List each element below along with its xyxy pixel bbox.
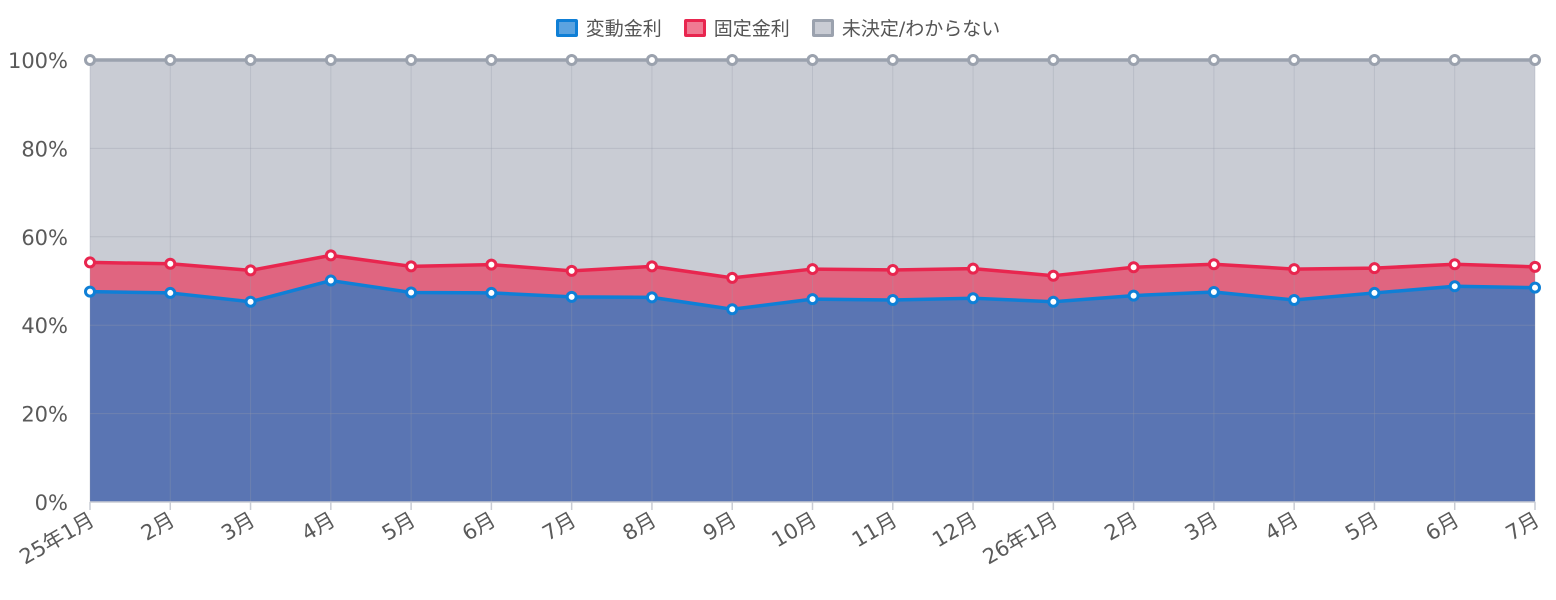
data-point-series-0 <box>1529 281 1541 294</box>
legend-item-undecided[interactable]: 未決定/わからない <box>811 14 1001 41</box>
legend-item-variable[interactable]: 変動金利 <box>555 14 662 41</box>
data-point-series-2 <box>645 54 658 66</box>
data-point-series-2 <box>164 54 177 66</box>
y-tick-label: 20% <box>21 403 68 427</box>
x-tick-label: 7月 <box>538 508 580 546</box>
legend-item-fixed[interactable]: 固定金利 <box>683 14 790 41</box>
data-point-series-2 <box>1368 54 1381 66</box>
y-tick-label: 60% <box>21 226 68 250</box>
data-point-series-0 <box>244 295 257 308</box>
x-tick-label: 3月 <box>1181 508 1223 546</box>
x-tick-label: 25年1月 <box>15 508 98 570</box>
data-point-series-0 <box>645 291 658 304</box>
x-tick-label: 5月 <box>1341 508 1383 546</box>
data-point-series-0 <box>84 285 96 298</box>
legend: 変動金利 固定金利 未決定/わからない <box>0 14 1556 41</box>
x-tick-label: 6月 <box>1421 508 1463 546</box>
data-point-series-1 <box>726 271 739 284</box>
data-point-series-0 <box>324 274 337 287</box>
data-point-series-1 <box>1368 262 1381 275</box>
data-point-series-2 <box>405 54 418 66</box>
data-point-series-1 <box>1529 260 1541 273</box>
x-tick-label: 8月 <box>619 508 661 546</box>
y-tick-label: 100% <box>8 49 68 73</box>
x-tick-label: 12月 <box>928 508 981 553</box>
x-tick-label: 2月 <box>1100 508 1142 546</box>
legend-label-variable: 変動金利 <box>585 18 662 40</box>
data-point-series-1 <box>324 249 337 262</box>
x-tick-label: 2月 <box>137 508 179 546</box>
x-tick-label: 3月 <box>217 508 259 546</box>
data-point-series-0 <box>485 286 498 299</box>
x-tick-label: 4月 <box>298 508 340 546</box>
x-tick-label: 9月 <box>699 508 741 546</box>
data-point-series-2 <box>84 54 96 66</box>
x-tick-label: 10月 <box>768 508 821 553</box>
data-point-series-2 <box>1127 54 1140 66</box>
y-tick-label: 0% <box>35 491 68 515</box>
gridlines <box>89 59 1536 503</box>
data-point-series-2 <box>565 54 578 66</box>
data-point-series-1 <box>1207 258 1220 271</box>
legend-label-fixed: 固定金利 <box>713 18 790 40</box>
legend-label-undecided: 未決定/わからない <box>841 18 1001 40</box>
data-point-series-0 <box>164 286 177 299</box>
area-series-0 <box>90 280 1535 502</box>
data-point-series-1 <box>485 258 498 271</box>
data-point-series-1 <box>1047 269 1060 282</box>
data-point-series-0 <box>967 292 980 305</box>
data-point-series-2 <box>1529 54 1541 66</box>
data-point-series-2 <box>1448 54 1461 66</box>
data-point-series-0 <box>1288 294 1301 307</box>
data-point-series-2 <box>886 54 899 66</box>
area-series-2 <box>90 60 1535 278</box>
data-point-series-0 <box>1207 286 1220 299</box>
data-point-series-1 <box>565 264 578 277</box>
data-point-series-1 <box>84 256 96 269</box>
data-point-series-1 <box>886 263 899 276</box>
data-point-series-2 <box>244 54 257 66</box>
y-tick-label: 40% <box>21 314 68 338</box>
data-point-series-1 <box>806 263 819 276</box>
data-point-series-1 <box>405 260 418 273</box>
data-point-series-2 <box>1047 54 1060 66</box>
data-point-series-0 <box>726 303 739 316</box>
data-point-series-1 <box>967 262 980 275</box>
data-point-series-2 <box>1207 54 1220 66</box>
data-point-series-0 <box>1127 289 1140 302</box>
data-point-series-0 <box>1047 295 1060 308</box>
data-point-series-1 <box>1127 261 1140 274</box>
data-point-series-0 <box>1448 280 1461 293</box>
data-point-series-2 <box>967 54 980 66</box>
areas <box>90 60 1535 502</box>
area-series-1 <box>90 255 1535 310</box>
x-tick-label: 26年1月 <box>979 508 1062 570</box>
data-point-series-1 <box>1288 263 1301 276</box>
data-point-series-2 <box>1288 54 1301 66</box>
data-point-series-2 <box>485 54 498 66</box>
x-tick-label: 4月 <box>1261 508 1303 546</box>
x-tick-label: 6月 <box>458 508 500 546</box>
data-point-series-2 <box>324 54 337 66</box>
legend-swatch-fixed <box>683 18 706 37</box>
data-point-series-2 <box>806 54 819 66</box>
data-point-series-0 <box>565 290 578 303</box>
x-tick-label: 11月 <box>848 508 901 553</box>
x-tick-label: 7月 <box>1502 508 1544 546</box>
data-point-series-2 <box>726 54 739 66</box>
data-point-series-1 <box>1448 258 1461 271</box>
x-tick-label: 5月 <box>378 508 420 546</box>
data-point-series-1 <box>164 257 177 270</box>
y-tick-label: 80% <box>21 137 68 161</box>
data-point-series-1 <box>645 260 658 273</box>
data-point-series-0 <box>806 293 819 306</box>
legend-swatch-undecided <box>811 18 834 37</box>
data-point-series-0 <box>405 286 418 299</box>
data-point-series-0 <box>1368 286 1381 299</box>
data-point-series-1 <box>244 264 257 277</box>
legend-swatch-variable <box>555 18 578 37</box>
data-point-series-0 <box>886 294 899 307</box>
